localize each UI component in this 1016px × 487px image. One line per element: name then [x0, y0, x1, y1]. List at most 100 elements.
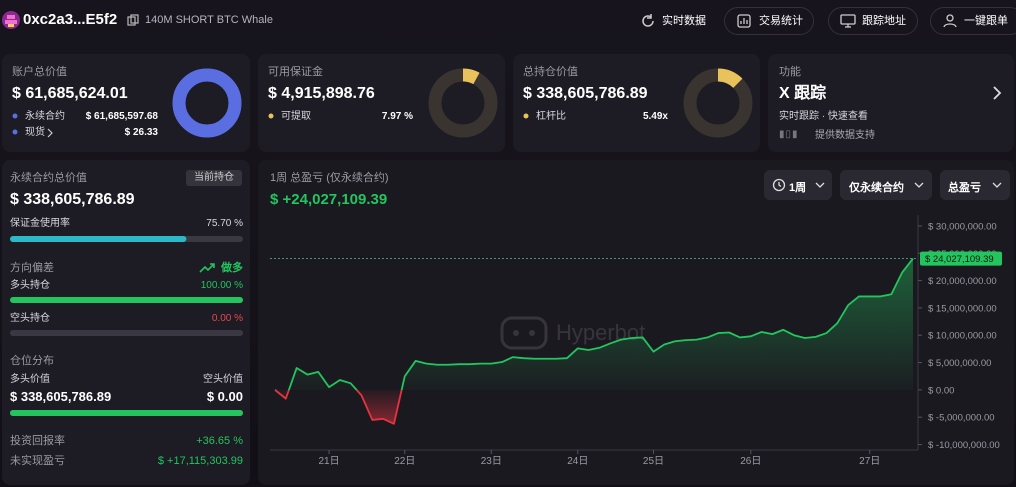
item-amount: $ 61,685,597.68: [85, 111, 158, 122]
row-name: 未实现盈亏: [10, 455, 65, 467]
metric-select[interactable]: 总盈亏: [940, 170, 1010, 200]
row-amount: 100.00 %: [200, 280, 243, 291]
item-amount: $ 26.33: [124, 127, 158, 138]
chart-headline: $ +24,027,109.39: [270, 191, 388, 208]
button-label: 实时数据: [662, 15, 706, 27]
period-select[interactable]: 1周: [764, 170, 832, 200]
y-tick-label: $ -5,000,000.00: [928, 413, 995, 424]
track-button[interactable]: 跟踪地址: [828, 7, 918, 35]
scope-select[interactable]: 仅永续合约: [840, 170, 932, 200]
chevron-down: [914, 182, 924, 188]
item-name: 杠杆比: [536, 111, 566, 122]
row-name: 空头价值: [203, 374, 243, 385]
monitor-icon: [840, 14, 856, 28]
row-amount: 0.00 %: [211, 313, 243, 324]
badge: 当前持仓: [186, 170, 242, 186]
card-value: $ 4,915,898.76: [268, 85, 375, 102]
y-tick-label: $ 15,000,000.00: [928, 303, 997, 314]
current-label: $ 24,027,109.39: [925, 254, 994, 265]
item-name: 永续合约: [25, 111, 65, 122]
bar-fill: [10, 236, 187, 242]
x-tick-label: 27日: [859, 456, 880, 467]
button-label: 交易统计: [759, 15, 803, 27]
short-value: $ 0.00: [206, 389, 243, 404]
trend-icon: [199, 263, 215, 273]
chevron-down: [815, 182, 825, 188]
panel-label: 永续合约总价值: [10, 172, 87, 184]
chart-title: 1周 总盈亏 (仅永续合约): [270, 172, 389, 184]
panel-value: $ 338,605,786.89: [10, 191, 135, 208]
row-amount: 75.70 %: [206, 218, 243, 229]
avatar: [2, 11, 20, 29]
source-logo: ▮▯▮: [779, 129, 799, 140]
current-badge: [920, 251, 1002, 266]
chevron-down: [992, 182, 1002, 188]
chevron[interactable]: [991, 85, 1003, 101]
legend-dot: [12, 113, 18, 119]
row-name: 空头持仓: [10, 313, 50, 324]
button-label: 跟踪地址: [862, 15, 906, 27]
row-name: 方向偏差: [10, 262, 54, 274]
y-tick-label: $ 30,000,000.00: [928, 221, 997, 232]
button-label: 一键跟单: [964, 15, 1008, 27]
row-name: 投资回报率: [10, 435, 65, 447]
y-tick-label: $ -10,000,000.00: [928, 440, 1000, 451]
line: [274, 258, 914, 425]
x-tick-label: 25日: [643, 456, 664, 467]
people-icon: [943, 14, 957, 28]
roi-value: +36.65 %: [196, 435, 243, 447]
y-tick-label: $ 10,000,000.00: [928, 331, 997, 342]
long-value: $ 338,605,786.89: [10, 389, 112, 404]
control-label: 仅永续合约: [849, 182, 904, 194]
card-label: 功能: [779, 66, 801, 78]
address: 0xc2a3...E5f2: [23, 11, 118, 28]
donut-segment: [428, 68, 498, 138]
legend-dot: [523, 113, 529, 119]
copy-trade-button[interactable]: 一键跟单: [930, 7, 1016, 35]
area: [275, 258, 913, 424]
stats-button[interactable]: 交易统计: [724, 7, 814, 35]
wallet-tag: 140M SHORT BTC Whale: [145, 14, 273, 26]
card-value: $ 338,605,786.89: [523, 85, 648, 102]
donut-track: [428, 68, 498, 138]
feature-card[interactable]: [768, 54, 1014, 152]
y-tick-label: $ 5,000,000.00: [928, 358, 991, 369]
feature-desc: 实时跟踪 · 快速查看: [779, 111, 868, 122]
control-label: 1周: [789, 182, 807, 194]
feature-source: 提供数据支持: [815, 130, 875, 141]
item-name: 现货: [25, 127, 45, 138]
realtime-button[interactable]: 实时数据: [636, 7, 714, 35]
card-value: $ 61,685,624.01: [12, 85, 128, 102]
x-tick-label: 26日: [740, 456, 761, 467]
item-amount: 5.49x: [642, 111, 668, 122]
donut-segment: [683, 68, 753, 138]
upnl-value: $ +17,115,303.99: [157, 455, 243, 467]
y-tick-label: $ 0.00: [928, 385, 954, 396]
clock-icon: [772, 178, 786, 192]
bias-value: 做多: [221, 262, 243, 274]
item-amount: 7.97 %: [381, 111, 413, 122]
card-label: 可用保证金: [268, 66, 323, 78]
card-label: 账户总价值: [12, 66, 67, 78]
x-tick-label: 22日: [394, 456, 415, 467]
bar-fill: [10, 410, 243, 416]
copy-icon[interactable]: [127, 14, 139, 26]
legend-dot: [12, 129, 18, 135]
stats-icon: [737, 14, 751, 28]
row-name: 保证金使用率: [10, 218, 70, 229]
summary-panel: [2, 160, 250, 485]
bar-track: [10, 330, 243, 336]
x-tick-label: 24日: [567, 456, 588, 467]
row-name: 多头价值: [10, 374, 50, 385]
row-name: 仓位分布: [10, 355, 54, 367]
y-tick-label: $ 20,000,000.00: [928, 276, 997, 287]
x-tick-label: 23日: [481, 456, 502, 467]
x-tick-label: 21日: [319, 456, 340, 467]
item-name: 可提取: [281, 111, 311, 122]
refresh-icon: [642, 14, 654, 27]
control-label: 总盈亏: [948, 182, 981, 194]
legend-dot: [268, 113, 274, 119]
chevron[interactable]: [46, 128, 54, 138]
